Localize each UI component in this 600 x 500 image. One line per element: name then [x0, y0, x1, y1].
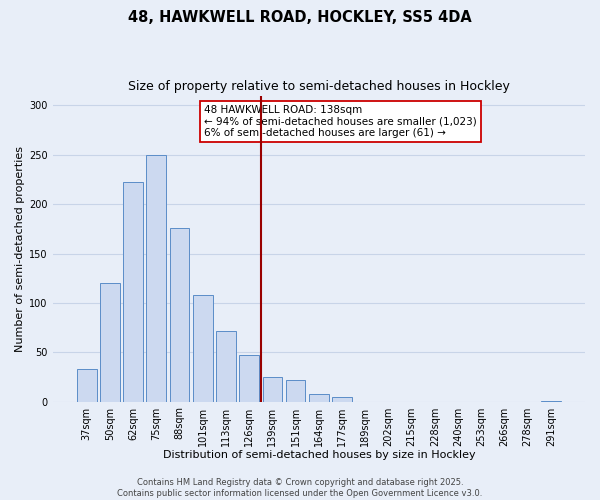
Bar	[193, 295, 212, 402]
Bar	[123, 182, 143, 402]
Bar	[77, 369, 97, 402]
X-axis label: Distribution of semi-detached houses by size in Hockley: Distribution of semi-detached houses by …	[163, 450, 475, 460]
Bar	[263, 377, 282, 402]
Bar	[541, 400, 561, 402]
Bar	[286, 380, 305, 402]
Text: 48 HAWKWELL ROAD: 138sqm
← 94% of semi-detached houses are smaller (1,023)
6% of: 48 HAWKWELL ROAD: 138sqm ← 94% of semi-d…	[205, 104, 477, 138]
Bar	[309, 394, 329, 402]
Bar	[170, 228, 190, 402]
Bar	[216, 330, 236, 402]
Bar	[100, 283, 120, 402]
Title: Size of property relative to semi-detached houses in Hockley: Size of property relative to semi-detach…	[128, 80, 510, 93]
Bar	[332, 396, 352, 402]
Bar	[146, 155, 166, 402]
Text: 48, HAWKWELL ROAD, HOCKLEY, SS5 4DA: 48, HAWKWELL ROAD, HOCKLEY, SS5 4DA	[128, 10, 472, 25]
Bar	[239, 355, 259, 402]
Y-axis label: Number of semi-detached properties: Number of semi-detached properties	[15, 146, 25, 352]
Text: Contains HM Land Registry data © Crown copyright and database right 2025.
Contai: Contains HM Land Registry data © Crown c…	[118, 478, 482, 498]
